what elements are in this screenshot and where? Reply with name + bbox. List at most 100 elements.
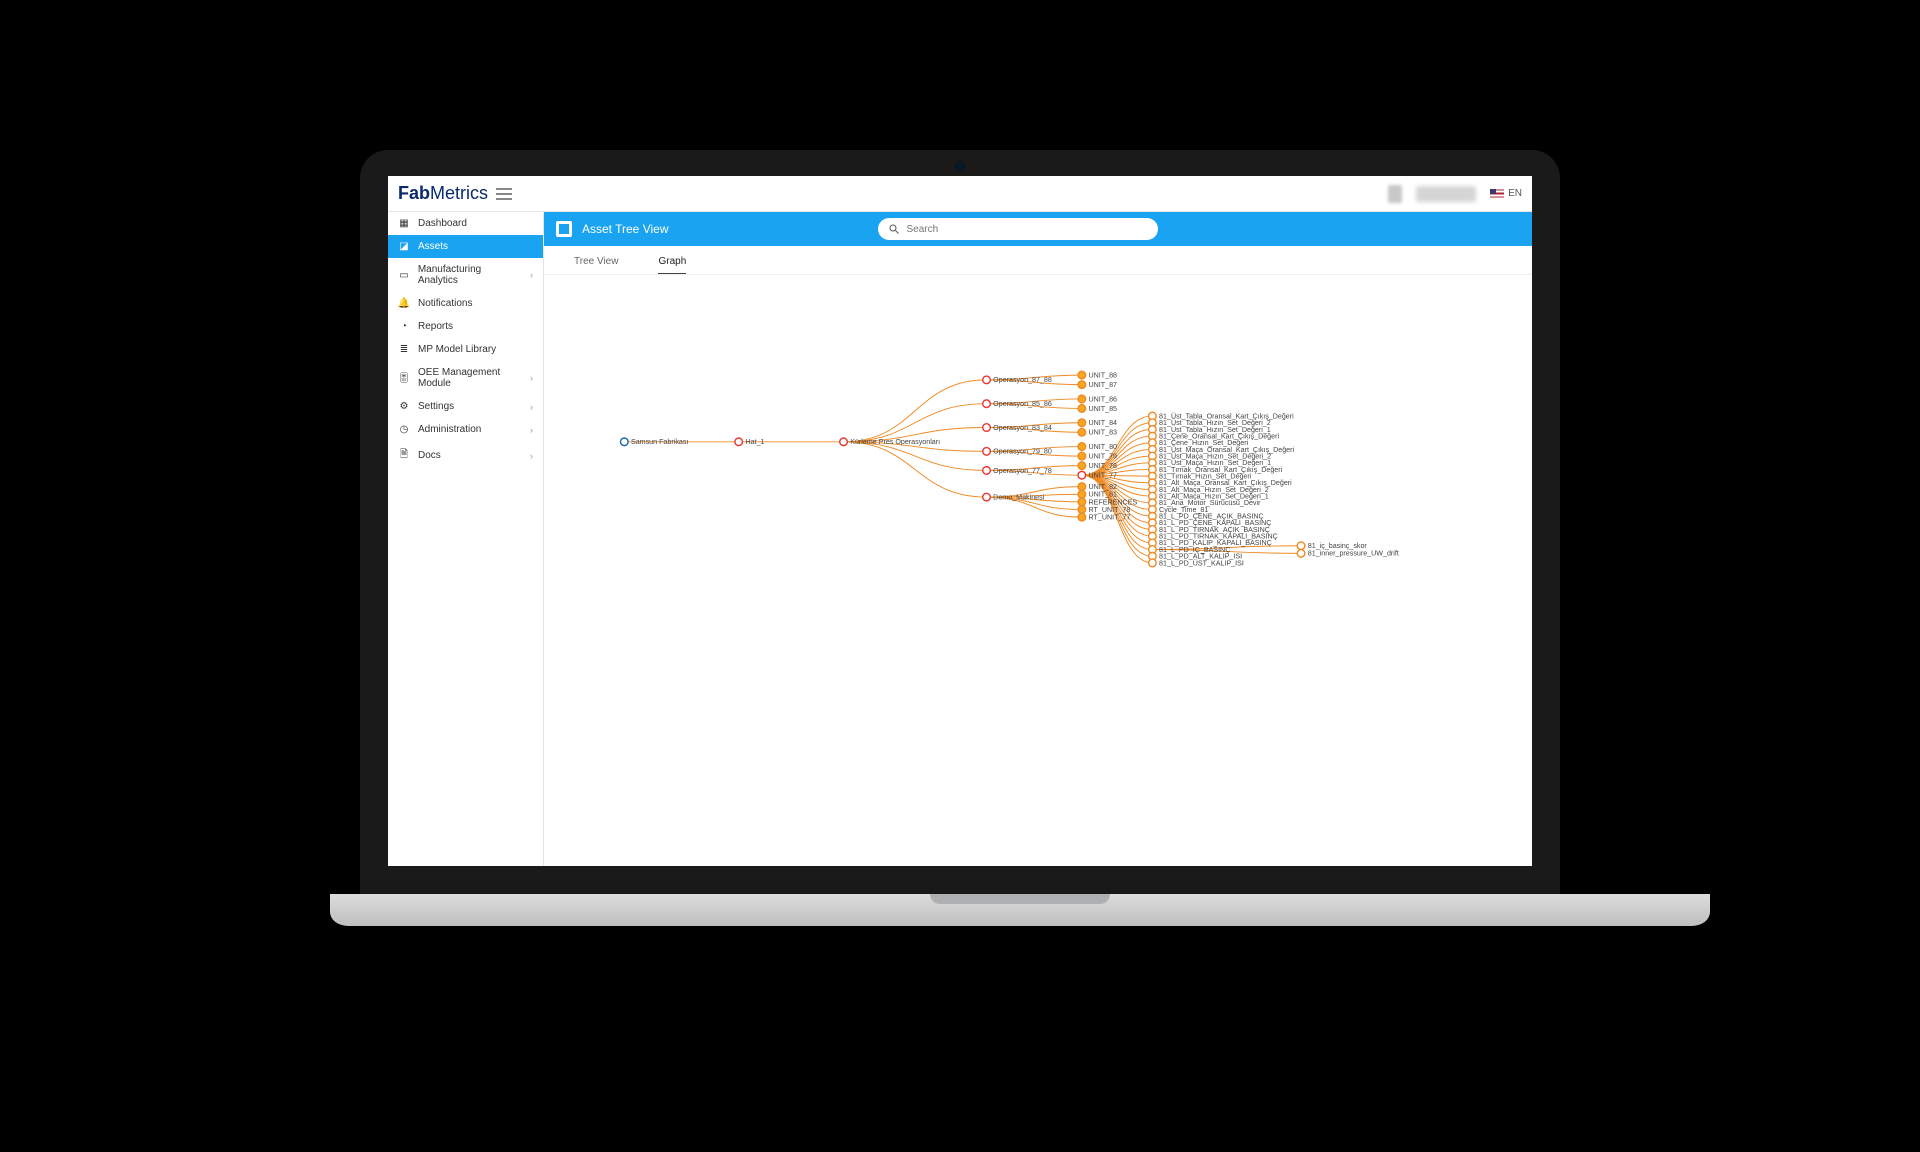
sidebar-item-settings[interactable]: ⚙ Settings › <box>388 395 543 418</box>
laptop-base <box>330 894 1710 926</box>
page-titlebar: Asset Tree View <box>544 212 1532 246</box>
graph-node[interactable] <box>1078 506 1086 514</box>
graph-node[interactable] <box>1078 452 1086 460</box>
sidebar-item-label: Administration <box>418 424 481 435</box>
screen-icon: ▭ <box>398 270 410 281</box>
chevron-right-icon: › <box>530 425 533 435</box>
list-icon: ≣ <box>398 344 410 355</box>
sidebar-item-label: Docs <box>418 450 441 461</box>
graph-node[interactable] <box>1149 559 1157 567</box>
graph-node[interactable] <box>840 438 848 446</box>
sidebar-item-label: OEE Management Module <box>418 367 522 389</box>
view-tabs: Tree View Graph <box>544 246 1532 275</box>
graph-node-label: 81_inner_pressure_UW_drift <box>1308 550 1399 558</box>
chevron-right-icon: › <box>530 402 533 412</box>
sidebar-item-dashboard[interactable]: ▦ Dashboard <box>388 212 543 235</box>
graph-node-label: Hat_1 <box>745 438 764 446</box>
titlebar-icon <box>556 221 572 237</box>
graph-node-label: Operasyon_79_80 <box>993 448 1052 456</box>
graph-node-label: Operasyon_85_86 <box>993 400 1052 408</box>
sidebar-item-label: Manufacturing Analytics <box>418 264 522 286</box>
graph-node[interactable] <box>983 424 991 432</box>
graph-node[interactable] <box>1078 419 1086 427</box>
screen-bezel: FabMetrics EN ▦ Dashboard ◪ Assets ▭ Manufact… <box>360 150 1560 900</box>
graph-node[interactable] <box>735 438 743 446</box>
sidebar-item-label: Notifications <box>418 298 472 309</box>
cube-icon: ◪ <box>398 241 410 252</box>
graph-svg: Samsun FabrikasıHat_1Kürleme Pres Operas… <box>544 275 1532 866</box>
sidebar-item-analytics[interactable]: ▭ Manufacturing Analytics › <box>388 258 543 292</box>
sidebar-item-notifs[interactable]: 🔔Notifications <box>388 292 543 315</box>
graph-node[interactable] <box>983 467 991 475</box>
graph-node-label: Demo_Makinesi <box>993 493 1044 501</box>
search-icon <box>888 223 900 235</box>
sidebar: ▦ Dashboard ◪ Assets ▭ Manufacturing Analytic… <box>388 212 544 866</box>
sidebar-item-mpmodel[interactable]: ≣MP Model Library <box>388 338 543 361</box>
graph-node[interactable] <box>1297 542 1305 550</box>
sidebar-item-docs[interactable]: 🗎 Docs › <box>388 441 543 470</box>
graph-node[interactable] <box>1078 395 1086 403</box>
sidebar-item-assets[interactable]: ◪ Assets <box>388 235 543 258</box>
sidebar-item-oee[interactable]: 🎚 OEE Management Module › <box>388 361 543 395</box>
user-name-blurred <box>1416 186 1476 202</box>
graph-node[interactable] <box>1078 405 1086 413</box>
graph-node[interactable] <box>1078 483 1086 491</box>
language-switch[interactable]: EN <box>1490 188 1522 199</box>
graph-node[interactable] <box>1078 513 1086 521</box>
graph-node-label: UNIT_84 <box>1089 419 1118 427</box>
sidebar-item-admin[interactable]: ◷ Administration › <box>388 418 543 441</box>
graph-canvas[interactable]: Samsun FabrikasıHat_1Kürleme Pres Operas… <box>544 275 1532 866</box>
graph-node[interactable] <box>983 400 991 408</box>
graph-node-label: Operasyon_83_84 <box>993 424 1052 432</box>
sidebar-item-label: Reports <box>418 321 453 332</box>
graph-node[interactable] <box>1078 490 1086 498</box>
graph-node-label: Operasyon_77_78 <box>993 467 1052 475</box>
sidebar-item-label: Dashboard <box>418 218 467 229</box>
sidebar-item-reports[interactable]: ◔ Reports <box>388 315 543 338</box>
tab-graph[interactable]: Graph <box>658 256 686 275</box>
graph-node[interactable] <box>1078 471 1086 479</box>
doc-icon: 🗎 <box>398 447 410 464</box>
graph-node[interactable] <box>1078 498 1086 506</box>
gauge-icon: ◷ <box>398 424 410 435</box>
tune-icon: 🎚 <box>398 373 410 384</box>
topbar: FabMetrics EN <box>388 176 1532 212</box>
user-avatar[interactable] <box>1388 185 1402 203</box>
graph-node-label: UNIT_80 <box>1089 443 1118 451</box>
grid-icon: ▦ <box>398 218 410 229</box>
graph-node[interactable] <box>1078 371 1086 379</box>
graph-node-label: UNIT_83 <box>1089 429 1118 437</box>
camera-dot <box>956 162 964 170</box>
chevron-right-icon: › <box>530 451 533 461</box>
main-panel: Asset Tree View Tree View Graph Samsun Fa… <box>544 212 1532 866</box>
graph-node[interactable] <box>1078 462 1086 470</box>
chevron-right-icon: › <box>530 373 533 383</box>
graph-node[interactable] <box>983 376 991 384</box>
sidebar-item-label: Assets <box>418 241 448 252</box>
graph-node[interactable] <box>620 438 628 446</box>
graph-node[interactable] <box>1078 443 1086 451</box>
graph-node[interactable] <box>1297 550 1305 558</box>
flag-icon <box>1490 189 1504 198</box>
graph-node-label: Operasyon_87_88 <box>993 376 1052 384</box>
app-screen: FabMetrics EN ▦ Dashboard ◪ Assets ▭ Manufact… <box>388 176 1532 866</box>
app-body: ▦ Dashboard ◪ Assets ▭ Manufacturing Analytic… <box>388 212 1532 866</box>
graph-node-label: UNIT_85 <box>1089 405 1118 413</box>
search-box[interactable] <box>878 218 1158 240</box>
graph-node[interactable] <box>983 493 991 501</box>
search-input[interactable] <box>906 224 1148 235</box>
graph-node[interactable] <box>983 448 991 456</box>
clock-icon: ◔ <box>398 321 410 332</box>
graph-node[interactable] <box>1078 381 1086 389</box>
graph-node-label: 81_L_PD_ÜST_KALIP_ISI <box>1159 559 1244 567</box>
language-code: EN <box>1508 188 1522 199</box>
tab-tree[interactable]: Tree View <box>574 256 618 275</box>
graph-node-label: RT_UNIT_77 <box>1089 514 1131 522</box>
sidebar-item-label: Settings <box>418 401 454 412</box>
menu-toggle-icon[interactable] <box>496 188 512 200</box>
gear-icon: ⚙ <box>398 401 410 412</box>
graph-node[interactable] <box>1078 428 1086 436</box>
chevron-right-icon: › <box>530 270 533 280</box>
graph-node-label: Samsun Fabrikası <box>631 438 688 446</box>
page-title: Asset Tree View <box>582 222 668 236</box>
